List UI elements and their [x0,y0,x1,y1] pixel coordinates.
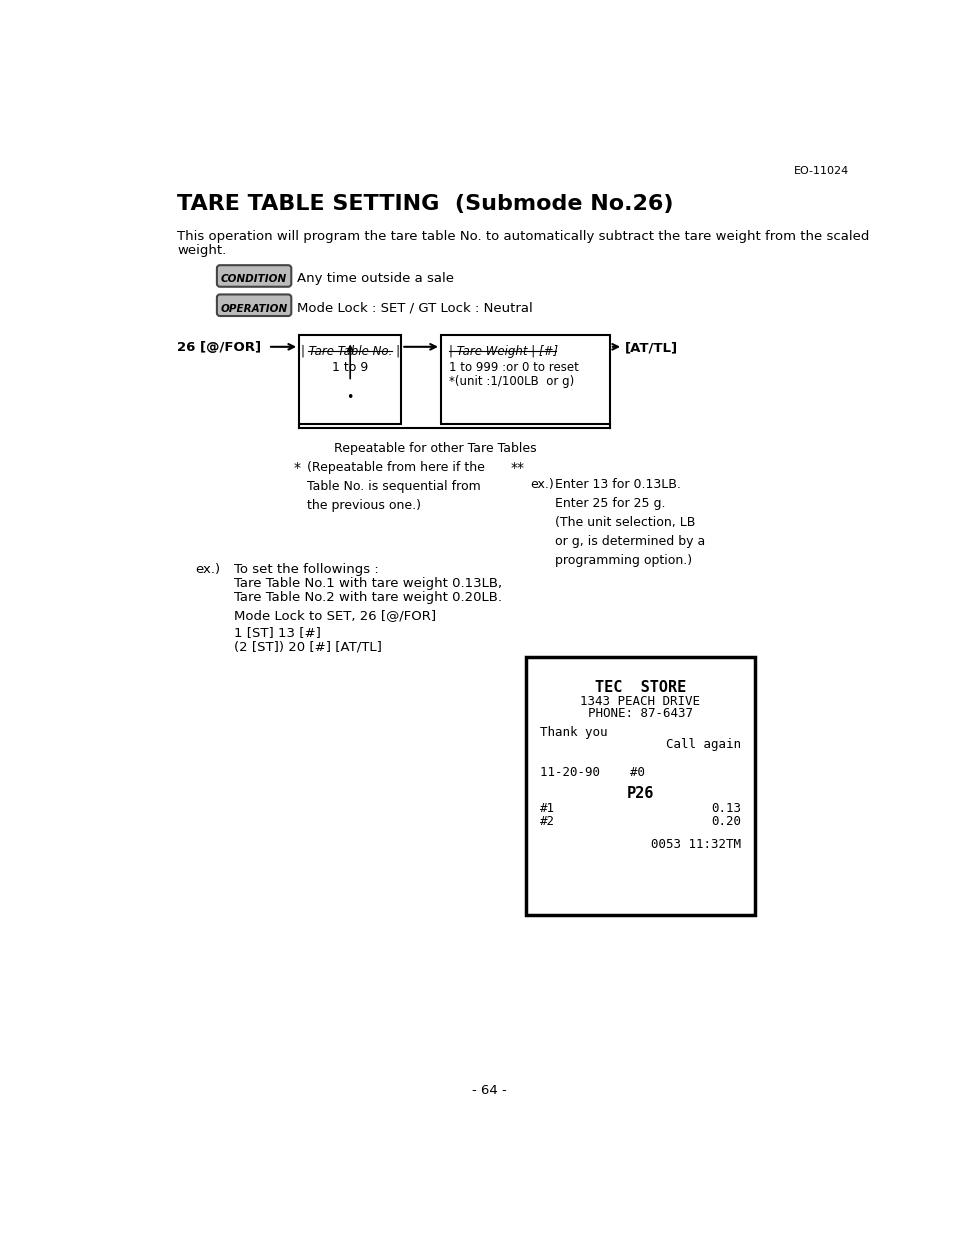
Text: Thank you: Thank you [539,726,607,738]
Text: Repeatable for other Tare Tables: Repeatable for other Tare Tables [334,442,536,454]
Text: P26: P26 [626,786,654,800]
Text: [AT/TL]: [AT/TL] [624,341,677,355]
Text: *: * [294,460,300,475]
Text: Call again: Call again [665,738,740,751]
Text: weight.: weight. [177,243,227,257]
Text: CONDITION: CONDITION [221,274,287,284]
Text: **: ** [510,460,524,475]
Text: 1343 PEACH DRIVE: 1343 PEACH DRIVE [579,695,700,707]
Text: | Tare Table No. |: | Tare Table No. | [300,345,399,357]
Text: 0.13: 0.13 [710,802,740,815]
Bar [440,335,609,424]
FancyBboxPatch shape [216,266,291,287]
Text: ex.): ex.) [530,478,553,490]
Text: 1 to 999 :or 0 to reset: 1 to 999 :or 0 to reset [448,361,578,374]
Text: ex.): ex.) [195,563,220,576]
Text: Tare Table No.1 with tare weight 0.13LB,: Tare Table No.1 with tare weight 0.13LB, [233,577,501,589]
Text: PHONE: 87-6437: PHONE: 87-6437 [587,707,692,720]
Text: To set the followings :: To set the followings : [233,563,378,576]
Text: 1 to 9: 1 to 9 [332,361,368,374]
Text: (2 [ST]) 20 [#] [AT/TL]: (2 [ST]) 20 [#] [AT/TL] [233,640,381,653]
Text: *(unit :1/100LB  or g): *(unit :1/100LB or g) [448,375,574,388]
Text: Mode Lock : SET / GT Lock : Neutral: Mode Lock : SET / GT Lock : Neutral [297,302,533,314]
Text: Mode Lock to SET, 26 [@/FOR]: Mode Lock to SET, 26 [@/FOR] [233,609,436,623]
Text: Any time outside a sale: Any time outside a sale [297,272,454,285]
Text: 0.20: 0.20 [710,815,740,828]
FancyBboxPatch shape [216,294,291,316]
Text: (Repeatable from here if the
Table No. is sequential from
the previous one.): (Repeatable from here if the Table No. i… [307,460,484,511]
Text: EO-11024: EO-11024 [793,166,848,176]
Text: Enter 13 for 0.13LB.
Enter 25 for 25 g.
(The unit selection, LB
or g, is determi: Enter 13 for 0.13LB. Enter 25 for 25 g. … [555,478,704,567]
Text: - 64 -: - 64 - [471,1085,506,1097]
Text: •: • [346,391,354,403]
Text: 0053 11:32TM: 0053 11:32TM [650,838,740,851]
Text: | Tare Weight | [#]: | Tare Weight | [#] [448,345,558,357]
Bar [298,335,401,424]
Text: This operation will program the tare table No. to automatically subtract the tar: This operation will program the tare tab… [177,230,869,243]
Text: #2: #2 [539,815,555,828]
Text: 1 [ST] 13 [#]: 1 [ST] 13 [#] [233,627,320,639]
Text: 26 [@/FOR]: 26 [@/FOR] [177,341,261,355]
Text: OPERATION: OPERATION [220,304,288,314]
Text: 11-20-90    #0: 11-20-90 #0 [539,766,644,778]
Text: #1: #1 [539,802,555,815]
Bar [525,658,754,915]
Text: TARE TABLE SETTING  (Submode No.26): TARE TABLE SETTING (Submode No.26) [177,194,673,213]
Text: Tare Table No.2 with tare weight 0.20LB.: Tare Table No.2 with tare weight 0.20LB. [233,591,501,604]
Text: TEC  STORE: TEC STORE [594,680,685,695]
